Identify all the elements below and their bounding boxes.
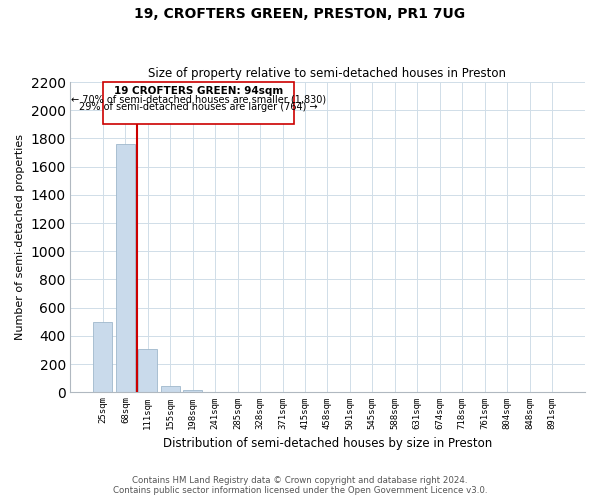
Title: Size of property relative to semi-detached houses in Preston: Size of property relative to semi-detach… — [148, 66, 506, 80]
Bar — [138, 349, 157, 392]
Bar — [116, 144, 135, 392]
Bar — [94, 322, 112, 392]
Text: Contains HM Land Registry data © Crown copyright and database right 2024.
Contai: Contains HM Land Registry data © Crown c… — [113, 476, 487, 495]
Bar — [183, 390, 202, 392]
Text: ← 70% of semi-detached houses are smaller (1,830): ← 70% of semi-detached houses are smalle… — [71, 94, 326, 104]
X-axis label: Distribution of semi-detached houses by size in Preston: Distribution of semi-detached houses by … — [163, 437, 492, 450]
Bar — [161, 386, 180, 392]
Y-axis label: Number of semi-detached properties: Number of semi-detached properties — [15, 134, 25, 340]
Text: 29% of semi-detached houses are larger (764) →: 29% of semi-detached houses are larger (… — [79, 102, 317, 112]
FancyBboxPatch shape — [103, 82, 294, 124]
Text: 19 CROFTERS GREEN: 94sqm: 19 CROFTERS GREEN: 94sqm — [114, 86, 283, 97]
Text: 19, CROFTERS GREEN, PRESTON, PR1 7UG: 19, CROFTERS GREEN, PRESTON, PR1 7UG — [134, 8, 466, 22]
